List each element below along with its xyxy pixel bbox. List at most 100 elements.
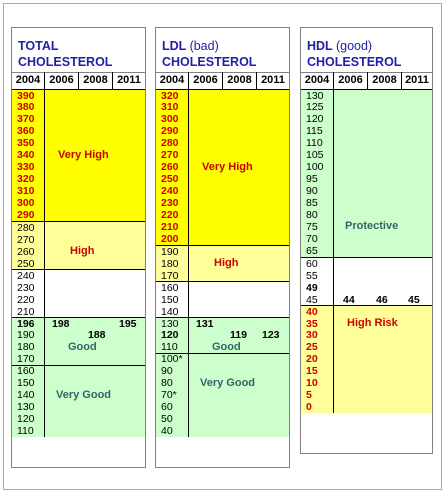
scale-value: 40 (161, 425, 173, 438)
panel-total-cholesterol: TOTAL CHOLESTEROL 2004 2006 2008 2011 39… (11, 27, 146, 468)
scale-value: 110 (306, 137, 323, 150)
scale-value: 120 (161, 329, 179, 342)
year-2008: 2008 (79, 72, 113, 89)
scale-value: 200 (161, 232, 179, 245)
scale-value: 75 (306, 220, 318, 233)
panel-title-line1: HDL (good) (307, 39, 373, 53)
measured-value-2011: 123 (262, 329, 280, 342)
year-2006: 2006 (189, 72, 223, 89)
scale-value: 220 (161, 209, 179, 221)
scale-value: 170 (161, 269, 179, 282)
scale-value: 60 (306, 257, 318, 270)
scale-value: 130 (306, 89, 324, 102)
scale-value: 40 (306, 305, 318, 318)
scale-value: 55 (306, 269, 318, 282)
scale-value: 340 (17, 149, 35, 162)
scale-value: 10 (306, 377, 318, 390)
zone-borderline: 60 55 49 45 44 46 45 (301, 257, 432, 306)
scale-value: 45 (306, 293, 318, 306)
scale-value: 80 (161, 377, 173, 390)
zone-good: 130 120 110 Good 131 119 123 (156, 317, 289, 353)
scale-value: 150 (161, 293, 179, 306)
scale-value: 310 (161, 101, 179, 114)
scale-value: 120 (306, 113, 324, 126)
scale-value: 250 (17, 257, 35, 270)
zone-high-risk: 40 35 30 25 20 15 10 5 0 High Risk (301, 305, 432, 413)
scale-value: 220 (17, 293, 35, 306)
scale-value: 160 (17, 365, 35, 378)
scale-value: 310 (17, 185, 35, 198)
year-2006: 2006 (45, 72, 79, 89)
year-2006: 2006 (334, 72, 368, 89)
scale-value: 130 (161, 317, 179, 330)
scale-value: 290 (161, 125, 179, 138)
panel-ldl-cholesterol: LDL (bad) CHOLESTEROL 2004 2006 2008 201… (155, 27, 290, 468)
scale-value: 110 (161, 341, 178, 354)
zone-very-high: 320 310 300 290 280 270 260 250 240 230 220 210 200 V… (156, 89, 289, 246)
scale-value: 230 (17, 281, 35, 294)
zone-high: 190 180 170 High (156, 245, 289, 282)
zone-very-good: 100* 90 80 70* 60 50 40 Very Good (156, 352, 289, 438)
scale-value: 90 (306, 185, 318, 198)
scale-value: 210 (161, 220, 179, 233)
scale-value: 70 (306, 232, 318, 245)
zone-high: 280 270 260 250 High (12, 221, 145, 270)
scale-value: 0 (306, 401, 312, 414)
scale-value: 370 (17, 113, 35, 126)
scale-value: 320 (161, 89, 179, 102)
scale-value: 110 (17, 425, 34, 438)
measured-value-2006: 44 (343, 293, 355, 306)
scale-value: 120 (17, 413, 35, 426)
panel-header: LDL (bad) CHOLESTEROL (156, 28, 289, 73)
year-header-row: 2004 2006 2008 2011 (301, 72, 432, 90)
scale-value: 170 (17, 353, 35, 366)
measured-value-2006: 198 (52, 317, 70, 330)
scale-value: 190 (17, 329, 35, 342)
scale-value: 105 (306, 149, 324, 162)
zone-label: Good (68, 340, 97, 353)
panel-header: TOTAL CHOLESTEROL (12, 28, 145, 73)
panel-title-line1: TOTAL (18, 39, 59, 53)
scale-value: 35 (306, 317, 318, 330)
year-2011: 2011 (117, 74, 141, 86)
zone-very-good: 160 150 140 130 120 110 Very Good (12, 364, 145, 438)
zone-borderline: 240 230 220 210 (12, 269, 145, 318)
column-divider (44, 90, 45, 437)
scale-value: 270 (161, 149, 179, 162)
outer-frame (3, 3, 442, 490)
scale-value: 100 (306, 161, 324, 174)
measured-value-2008: 188 (88, 329, 106, 342)
scale-value: 80 (306, 209, 318, 221)
scale-value: 240 (17, 269, 35, 282)
scale-value: 190 (161, 245, 179, 258)
scale-value: 25 (306, 341, 318, 354)
scale-value: 210 (17, 305, 35, 318)
scale-value: 95 (306, 173, 318, 186)
scale-value: 250 (161, 173, 179, 186)
scale-value: 100* (161, 353, 183, 366)
panel-title-line1: LDL (bad) (162, 39, 219, 53)
scale-value: 330 (17, 161, 35, 174)
measured-value-2008: 119 (230, 329, 247, 342)
panel-title-line2: CHOLESTEROL (162, 55, 257, 69)
scale-value: 390 (17, 89, 35, 102)
panel-title-line2: CHOLESTEROL (307, 55, 402, 69)
year-2008: 2008 (368, 72, 402, 89)
column-divider (188, 90, 189, 437)
zone-good: 196 190 180 170 Good 198 188 195 (12, 317, 145, 365)
zone-label: Very Good (56, 388, 112, 401)
scale-value: 115 (306, 125, 323, 138)
scale-value: 196 (17, 317, 35, 330)
scale-value: 180 (161, 257, 179, 270)
year-header-row: 2004 2006 2008 2011 (156, 72, 289, 90)
scale-value: 140 (17, 389, 35, 402)
scale-value: 20 (306, 353, 318, 366)
zone-label: Very High (58, 148, 109, 161)
zone-label: Protective (345, 220, 399, 233)
panel-hdl-cholesterol: HDL (good) CHOLESTEROL 2004 2006 2008 20… (300, 27, 433, 454)
scale-value: 300 (17, 197, 35, 210)
zone-label: Good (212, 340, 241, 353)
year-2011: 2011 (261, 74, 285, 86)
scale-value: 90 (161, 365, 173, 378)
scale-value: 130 (17, 401, 35, 414)
